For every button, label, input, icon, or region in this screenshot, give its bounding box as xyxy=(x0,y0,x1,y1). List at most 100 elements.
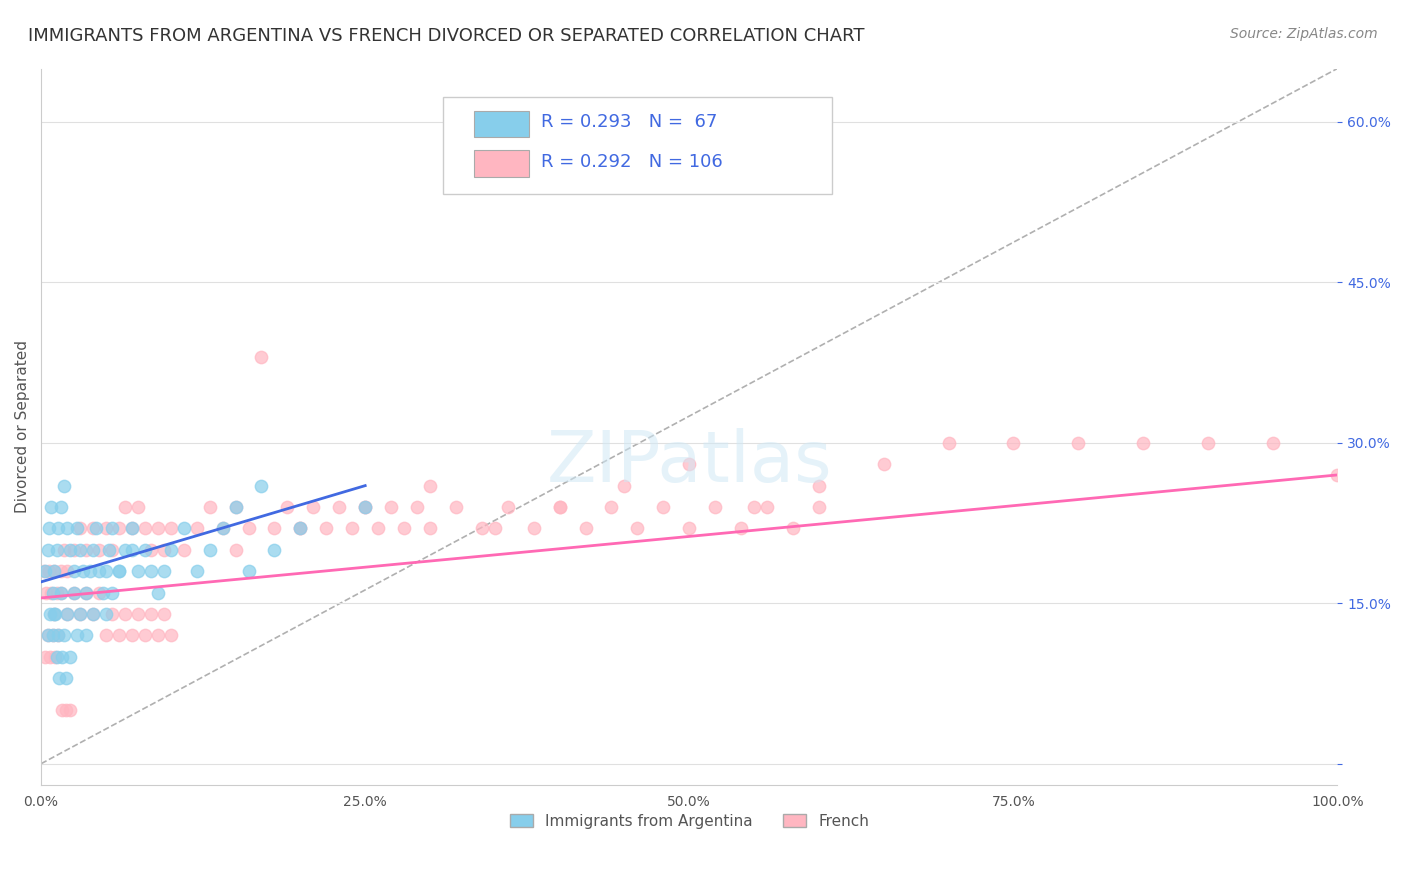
Point xyxy=(53,628,76,642)
Point xyxy=(72,564,94,578)
Point xyxy=(1132,435,1154,450)
Point xyxy=(250,478,273,492)
Y-axis label: Divorced or Separated: Divorced or Separated xyxy=(15,341,30,513)
Point xyxy=(84,521,107,535)
Point xyxy=(141,607,163,621)
Point xyxy=(678,457,700,471)
Point xyxy=(46,628,69,642)
Point xyxy=(89,564,111,578)
Point xyxy=(678,521,700,535)
Point xyxy=(55,671,77,685)
Point xyxy=(938,435,960,450)
Point xyxy=(146,628,169,642)
FancyBboxPatch shape xyxy=(474,111,529,137)
Point xyxy=(101,585,124,599)
Point xyxy=(484,521,506,535)
Point xyxy=(134,542,156,557)
Point xyxy=(51,703,73,717)
Text: IMMIGRANTS FROM ARGENTINA VS FRENCH DIVORCED OR SEPARATED CORRELATION CHART: IMMIGRANTS FROM ARGENTINA VS FRENCH DIVO… xyxy=(28,27,865,45)
Point xyxy=(406,500,429,514)
Point xyxy=(37,628,59,642)
Point xyxy=(56,521,79,535)
Point xyxy=(62,585,84,599)
Point xyxy=(159,521,181,535)
Point xyxy=(108,564,131,578)
Point xyxy=(141,542,163,557)
Point xyxy=(211,521,233,535)
Point xyxy=(108,521,131,535)
Point xyxy=(49,585,72,599)
Point xyxy=(66,628,89,642)
Point xyxy=(76,542,98,557)
Point xyxy=(59,649,82,664)
Point xyxy=(44,607,66,621)
Point xyxy=(42,607,65,621)
Point xyxy=(730,521,752,535)
Point xyxy=(69,542,91,557)
Point xyxy=(290,521,312,535)
Point xyxy=(39,607,62,621)
Point xyxy=(101,607,124,621)
Point xyxy=(89,585,111,599)
FancyBboxPatch shape xyxy=(474,150,529,177)
Point xyxy=(42,628,65,642)
Point xyxy=(574,521,596,535)
Point xyxy=(121,521,143,535)
Point xyxy=(56,564,79,578)
Point xyxy=(121,521,143,535)
Point xyxy=(37,628,59,642)
Point xyxy=(42,628,65,642)
Point xyxy=(82,607,104,621)
Point xyxy=(94,521,117,535)
Point xyxy=(134,521,156,535)
Point xyxy=(49,564,72,578)
Point xyxy=(250,351,273,365)
Point xyxy=(548,500,571,514)
Point xyxy=(76,628,98,642)
Point xyxy=(56,607,79,621)
Point xyxy=(82,542,104,557)
Point xyxy=(444,500,467,514)
Point xyxy=(53,542,76,557)
Point xyxy=(159,628,181,642)
Point xyxy=(38,564,60,578)
Point xyxy=(51,649,73,664)
Point xyxy=(367,521,389,535)
Point xyxy=(626,521,648,535)
Point xyxy=(34,649,56,664)
Point xyxy=(354,500,377,514)
Point xyxy=(1261,435,1284,450)
Point xyxy=(34,564,56,578)
Point xyxy=(101,542,124,557)
Point xyxy=(56,607,79,621)
Point xyxy=(198,542,221,557)
Point xyxy=(62,564,84,578)
Point xyxy=(32,564,55,578)
Point xyxy=(419,478,441,492)
Point xyxy=(263,521,285,535)
Point xyxy=(114,500,136,514)
Point xyxy=(114,607,136,621)
Point xyxy=(53,478,76,492)
Point xyxy=(276,500,298,514)
Point xyxy=(69,607,91,621)
Point xyxy=(62,542,84,557)
Point xyxy=(69,521,91,535)
Point xyxy=(49,585,72,599)
Point xyxy=(302,500,325,514)
Point xyxy=(225,542,247,557)
Point xyxy=(354,500,377,514)
Point xyxy=(108,564,131,578)
Point xyxy=(328,500,350,514)
Point xyxy=(114,542,136,557)
Point xyxy=(45,542,67,557)
Point xyxy=(39,649,62,664)
Point xyxy=(42,585,65,599)
Point xyxy=(94,607,117,621)
Point xyxy=(873,457,896,471)
Point xyxy=(807,478,830,492)
Point xyxy=(82,521,104,535)
Point xyxy=(48,671,70,685)
Point xyxy=(69,607,91,621)
Point xyxy=(41,500,63,514)
